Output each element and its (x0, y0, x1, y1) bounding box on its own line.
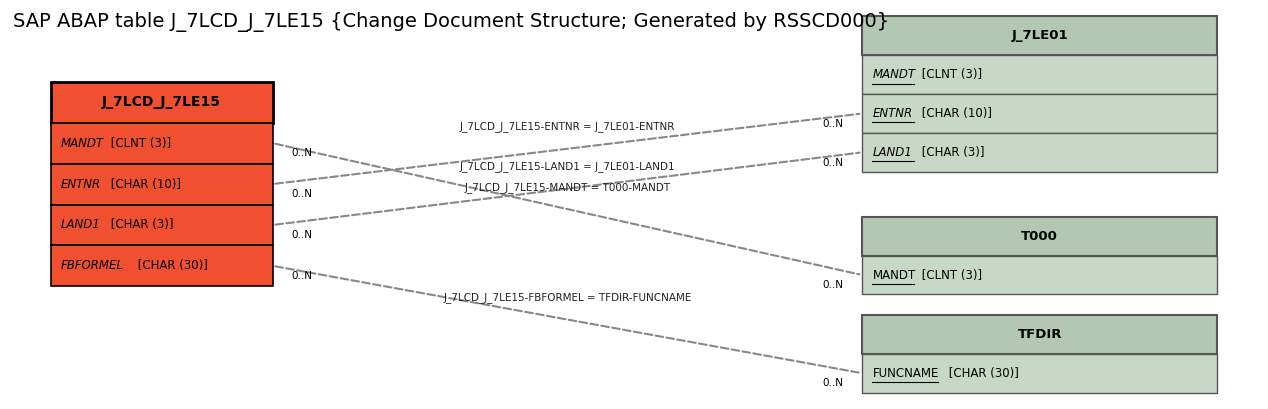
Text: 0..N: 0..N (292, 189, 313, 199)
Text: [CHAR (30)]: [CHAR (30)] (946, 367, 1019, 380)
Text: TFDIR: TFDIR (1017, 328, 1063, 341)
Text: [CHAR (10)]: [CHAR (10)] (107, 178, 180, 191)
FancyBboxPatch shape (862, 256, 1217, 294)
FancyBboxPatch shape (862, 16, 1217, 55)
Text: 0..N: 0..N (822, 280, 843, 290)
FancyBboxPatch shape (51, 82, 273, 123)
FancyBboxPatch shape (862, 55, 1217, 94)
Text: J_7LCD_J_7LE15-ENTNR = J_7LE01-ENTNR: J_7LCD_J_7LE15-ENTNR = J_7LE01-ENTNR (460, 121, 675, 133)
Text: FBFORMEL: FBFORMEL (61, 259, 124, 272)
Text: J_7LCD_J_7LE15-LAND1 = J_7LE01-LAND1: J_7LCD_J_7LE15-LAND1 = J_7LE01-LAND1 (459, 162, 676, 172)
Text: SAP ABAP table J_7LCD_J_7LE15 {Change Document Structure; Generated by RSSCD000}: SAP ABAP table J_7LCD_J_7LE15 {Change Do… (13, 12, 889, 32)
FancyBboxPatch shape (862, 94, 1217, 133)
Text: 0..N: 0..N (292, 230, 313, 240)
Text: T000: T000 (1021, 230, 1059, 243)
Text: J_7LCD_J_7LE15-FBFORMEL = TFDIR-FUNCNAME: J_7LCD_J_7LE15-FBFORMEL = TFDIR-FUNCNAME (444, 292, 691, 303)
Text: 0..N: 0..N (292, 148, 313, 158)
Text: 0..N: 0..N (292, 271, 313, 281)
Text: ENTNR: ENTNR (872, 107, 913, 120)
FancyBboxPatch shape (862, 354, 1217, 393)
Text: [CHAR (3)]: [CHAR (3)] (107, 218, 172, 231)
Text: MANDT: MANDT (61, 137, 104, 150)
FancyBboxPatch shape (51, 123, 273, 164)
Text: LAND1: LAND1 (872, 146, 912, 159)
FancyBboxPatch shape (862, 315, 1217, 354)
Text: ENTNR: ENTNR (61, 178, 101, 191)
Text: [CHAR (30)]: [CHAR (30)] (134, 259, 208, 272)
FancyBboxPatch shape (51, 164, 273, 204)
Text: J_7LCD_J_7LE15: J_7LCD_J_7LE15 (103, 95, 221, 109)
Text: [CHAR (10)]: [CHAR (10)] (918, 107, 992, 120)
Text: J_7LE01: J_7LE01 (1012, 29, 1068, 42)
Text: 0..N: 0..N (822, 119, 843, 129)
Text: 0..N: 0..N (822, 378, 843, 389)
Text: FUNCNAME: FUNCNAME (872, 367, 938, 380)
Text: [CLNT (3)]: [CLNT (3)] (918, 269, 983, 281)
FancyBboxPatch shape (51, 204, 273, 245)
FancyBboxPatch shape (51, 245, 273, 286)
Text: LAND1: LAND1 (61, 218, 100, 231)
FancyBboxPatch shape (862, 217, 1217, 256)
Text: [CLNT (3)]: [CLNT (3)] (107, 137, 171, 150)
Text: MANDT: MANDT (872, 269, 915, 281)
Text: MANDT: MANDT (872, 68, 915, 81)
FancyBboxPatch shape (862, 133, 1217, 172)
Text: 0..N: 0..N (822, 157, 843, 168)
Text: [CHAR (3)]: [CHAR (3)] (918, 146, 984, 159)
Text: J_7LCD_J_7LE15-MANDT = T000-MANDT: J_7LCD_J_7LE15-MANDT = T000-MANDT (464, 182, 671, 193)
Text: [CLNT (3)]: [CLNT (3)] (918, 68, 983, 81)
